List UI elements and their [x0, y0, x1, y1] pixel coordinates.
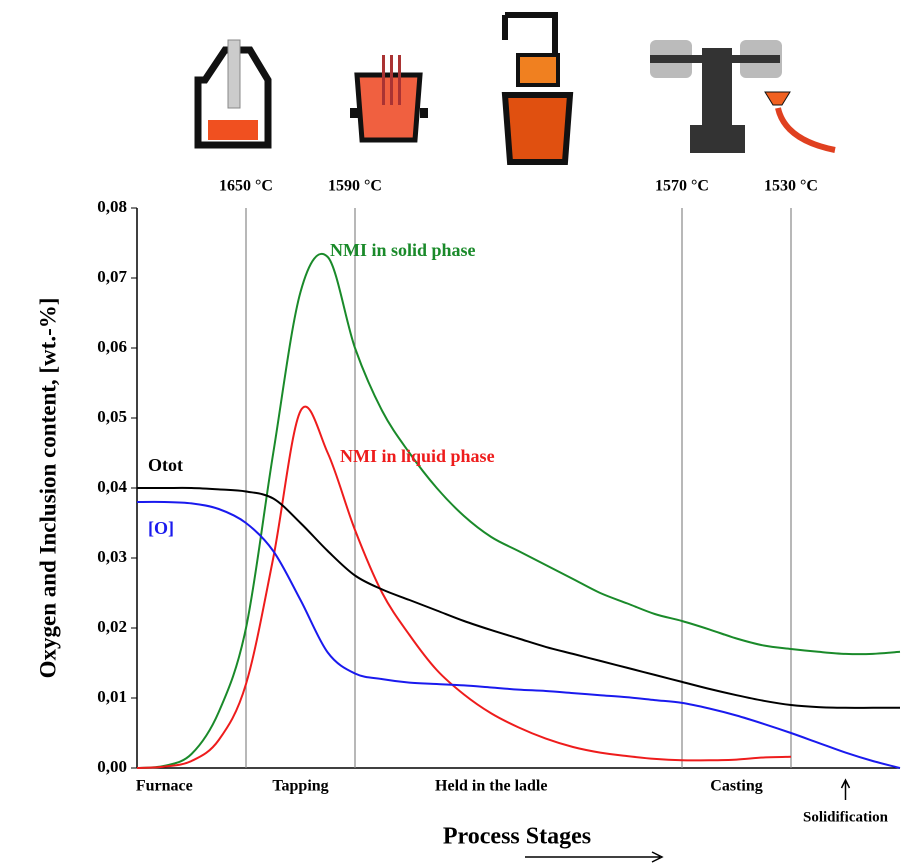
- x-axis-label: Process Stages: [443, 824, 591, 850]
- temperature-label: 1570 °C: [655, 178, 709, 195]
- y-tick-label: 0,08: [97, 197, 127, 216]
- temperature-label: 1650 °C: [219, 178, 273, 195]
- series-line: [137, 254, 900, 768]
- y-tick-label: 0,05: [97, 407, 127, 426]
- process-icons: [198, 15, 835, 162]
- x-tick-label: Tapping: [272, 778, 328, 795]
- y-axis-label: Oxygen and Inclusion content, [wt.-%]: [35, 298, 60, 679]
- y-tick-label: 0,07: [97, 267, 127, 286]
- series-label: NMI in solid phase: [330, 240, 476, 260]
- chart: Oxygen and Inclusion content, [wt.-%] Pr…: [0, 0, 922, 863]
- series-label: NMI in liquid phase: [340, 446, 495, 466]
- x-axis-arrow: [525, 852, 662, 862]
- x-tick-label: Held in the ladle: [435, 778, 547, 795]
- y-tick-label: 0,01: [97, 687, 127, 706]
- series-label: Otot: [148, 455, 183, 475]
- series-label: [O]: [148, 518, 174, 538]
- y-tick-label: 0,06: [97, 337, 127, 356]
- y-tick-label: 0,02: [97, 617, 127, 636]
- temperature-label: 1590 °C: [328, 178, 382, 195]
- temperature-label: 1530 °C: [764, 178, 818, 195]
- page: {"chart_data": {"type": "line", "y_label…: [0, 0, 922, 863]
- x-tick-label: Casting: [710, 778, 762, 795]
- solidification-arrow: [842, 780, 850, 800]
- x-tick-label: Furnace: [136, 778, 193, 795]
- y-tick-label: 0,04: [97, 477, 127, 496]
- y-tick-label: 0,03: [97, 547, 127, 566]
- y-tick-label: 0,00: [97, 757, 127, 776]
- x-tick-label: Solidification: [803, 809, 889, 825]
